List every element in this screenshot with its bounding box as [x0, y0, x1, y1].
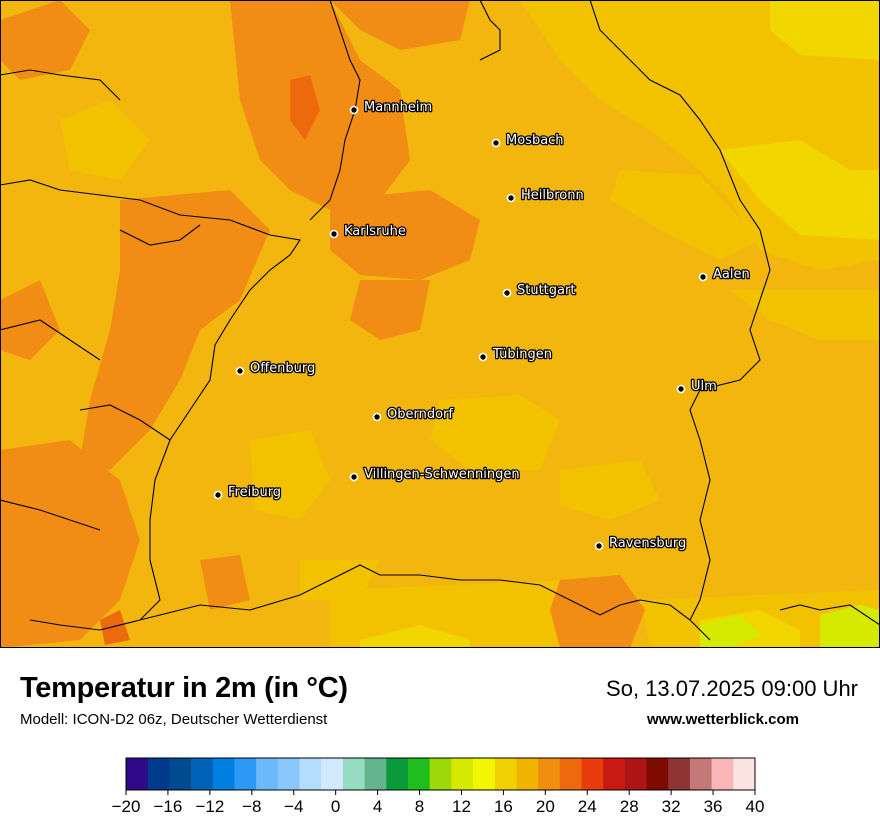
legend-tick-label: 12: [452, 797, 471, 816]
city-label: Stuttgart: [517, 283, 575, 298]
city-dot: [478, 352, 488, 362]
city-label: Ulm: [691, 379, 717, 394]
city-oberndorf[interactable]: Oberndorf: [372, 406, 455, 423]
legend-color-box: [342, 758, 365, 790]
city-mannheim[interactable]: Mannheim: [349, 99, 433, 116]
city-mosbach[interactable]: Mosbach: [491, 132, 565, 149]
city-ravensburg[interactable]: Ravensburg: [594, 535, 688, 552]
legend-tick-label: −12: [195, 797, 224, 816]
city-dot: [329, 229, 339, 239]
city-label: Karlsruhe: [344, 224, 406, 239]
temperature-map[interactable]: Mannheim Mosbach Heilbronn Karlsruhe Aal…: [0, 0, 880, 648]
legend-tick-labels: −20 −16 −12 −8 −4 0 4 8 12 16 20 24 28 32 36 40: [112, 790, 765, 816]
legend-color-box: [559, 758, 582, 790]
borders: [0, 0, 880, 641]
legend-tick-label: 0: [331, 797, 340, 816]
city-label: Aalen: [713, 267, 750, 282]
legend-color-box: [386, 758, 409, 790]
city-dot: [506, 193, 516, 203]
city-stuttgart[interactable]: Stuttgart: [502, 282, 577, 299]
legend-color-box: [256, 758, 279, 790]
legend-color-box: [191, 758, 214, 790]
legend-color-box: [169, 758, 192, 790]
legend-tick-label: 4: [373, 797, 382, 816]
legend-color-box: [234, 758, 257, 790]
legend-color-box: [407, 758, 431, 790]
legend-color-box: [668, 758, 691, 790]
legend-color-box: [689, 758, 713, 790]
city-label: Mannheim: [364, 100, 432, 115]
legend-tick-label: 40: [746, 797, 765, 816]
city-dot: [235, 366, 245, 376]
city-dot: [676, 384, 686, 394]
city-dot: [502, 288, 512, 298]
model-info: Modell: ICON-D2 06z, Deutscher Wetterdie…: [20, 711, 328, 728]
legend-tick-label: 32: [662, 797, 681, 816]
legend-color-box: [429, 758, 452, 790]
legend-color-box: [711, 758, 734, 790]
legend-tick-label: −20: [112, 797, 141, 816]
city-dot: [213, 490, 223, 500]
city-offenburg[interactable]: Offenburg: [235, 360, 317, 377]
legend-color-box: [473, 758, 496, 790]
city-label: Ravensburg: [609, 536, 686, 551]
city-dot: [594, 541, 604, 551]
legend-color-box: [516, 758, 539, 790]
legend-color-box: [212, 758, 235, 790]
city-dot: [349, 105, 359, 115]
legend-tick-label: 36: [704, 797, 723, 816]
city-ulm[interactable]: Ulm: [676, 378, 718, 395]
temp-field-warm: [0, 0, 645, 648]
legend-color-box: [364, 758, 387, 790]
legend-color-box: [581, 758, 604, 790]
legend-color-box: [277, 758, 300, 790]
legend-color-box: [646, 758, 669, 790]
city-label: Heilbronn: [521, 188, 584, 203]
city-dot: [491, 138, 501, 148]
color-scale-legend: −20 −16 −12 −8 −4 0 4 8 12 16 20 24 28 32 36 40: [112, 757, 765, 816]
temp-field-green: [700, 605, 880, 648]
forecast-datetime: So, 13.07.2025 09:00 Uhr: [606, 676, 858, 701]
city-label: Villingen-Schwenningen: [364, 467, 520, 482]
city-label: Oberndorf: [387, 407, 453, 422]
map-footer: Temperatur in 2m (in °C) Modell: ICON-D2…: [0, 648, 880, 830]
legend-color-box: [126, 758, 149, 790]
legend-tick-label: −16: [154, 797, 183, 816]
legend-color-boxes: [125, 757, 756, 791]
city-karlsruhe[interactable]: Karlsruhe: [329, 223, 407, 240]
city-villingen-schwenningen[interactable]: Villingen-Schwenningen: [349, 466, 521, 483]
legend-tick-label: 8: [415, 797, 424, 816]
city-label: Freiburg: [228, 485, 281, 500]
legend-color-box: [494, 758, 517, 790]
legend-tick-label: 20: [536, 797, 555, 816]
legend-tick-label: 28: [620, 797, 639, 816]
legend-color-box: [538, 758, 561, 790]
temp-field-hot: [100, 75, 320, 645]
city-freiburg[interactable]: Freiburg: [213, 484, 282, 501]
website-link[interactable]: www.wetterblick.com: [647, 711, 799, 728]
city-label: Mosbach: [506, 133, 564, 148]
map-title: Temperatur in 2m (in °C): [20, 672, 348, 704]
city-heilbronn[interactable]: Heilbronn: [506, 187, 585, 204]
legend-color-box: [321, 758, 344, 790]
legend-tick-label: −8: [242, 797, 261, 816]
city-dot: [349, 472, 359, 482]
city-aalen[interactable]: Aalen: [698, 266, 751, 283]
legend-tick-label: 24: [578, 797, 597, 816]
legend-color-box: [451, 758, 474, 790]
legend-color-box: [147, 758, 170, 790]
legend-frame: [125, 757, 756, 791]
city-dot: [372, 412, 382, 422]
city-tuebingen[interactable]: Tübingen: [478, 346, 553, 363]
legend-tick-label: −4: [284, 797, 303, 816]
legend-color-box: [733, 758, 756, 790]
city-dot: [698, 272, 708, 282]
legend-color-box: [603, 758, 626, 790]
legend-tick-label: 16: [494, 797, 513, 816]
legend-color-box: [299, 758, 322, 790]
legend-color-box: [624, 758, 647, 790]
city-label: Offenburg: [250, 361, 315, 376]
city-label: Tübingen: [492, 347, 552, 362]
